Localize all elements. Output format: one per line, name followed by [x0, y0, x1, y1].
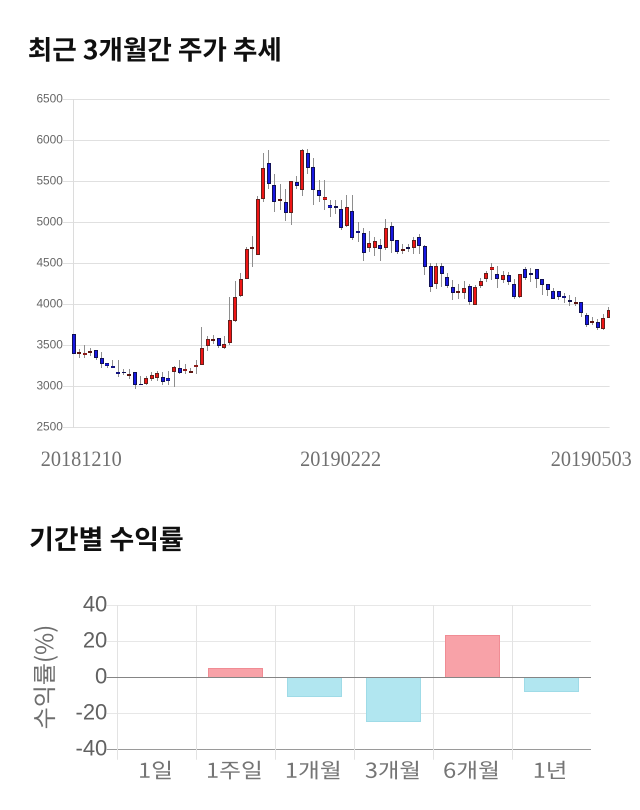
- svg-text:-20: -20: [76, 700, 108, 725]
- svg-text:6000: 6000: [36, 133, 63, 147]
- svg-text:2500: 2500: [36, 420, 63, 434]
- svg-text:20181210: 20181210: [41, 446, 122, 471]
- svg-text:6500: 6500: [36, 92, 63, 106]
- svg-text:4500: 4500: [36, 256, 63, 270]
- svg-text:20190222: 20190222: [300, 446, 381, 471]
- svg-text:40: 40: [83, 592, 107, 617]
- svg-text:20190503: 20190503: [551, 446, 632, 471]
- svg-text:4000: 4000: [36, 297, 63, 311]
- svg-text:0: 0: [95, 664, 107, 689]
- svg-text:-40: -40: [76, 736, 108, 761]
- svg-text:3000: 3000: [36, 379, 63, 393]
- svg-text:3500: 3500: [36, 338, 63, 352]
- svg-text:5000: 5000: [36, 215, 63, 229]
- svg-text:5500: 5500: [36, 174, 63, 188]
- svg-text:20: 20: [83, 628, 107, 653]
